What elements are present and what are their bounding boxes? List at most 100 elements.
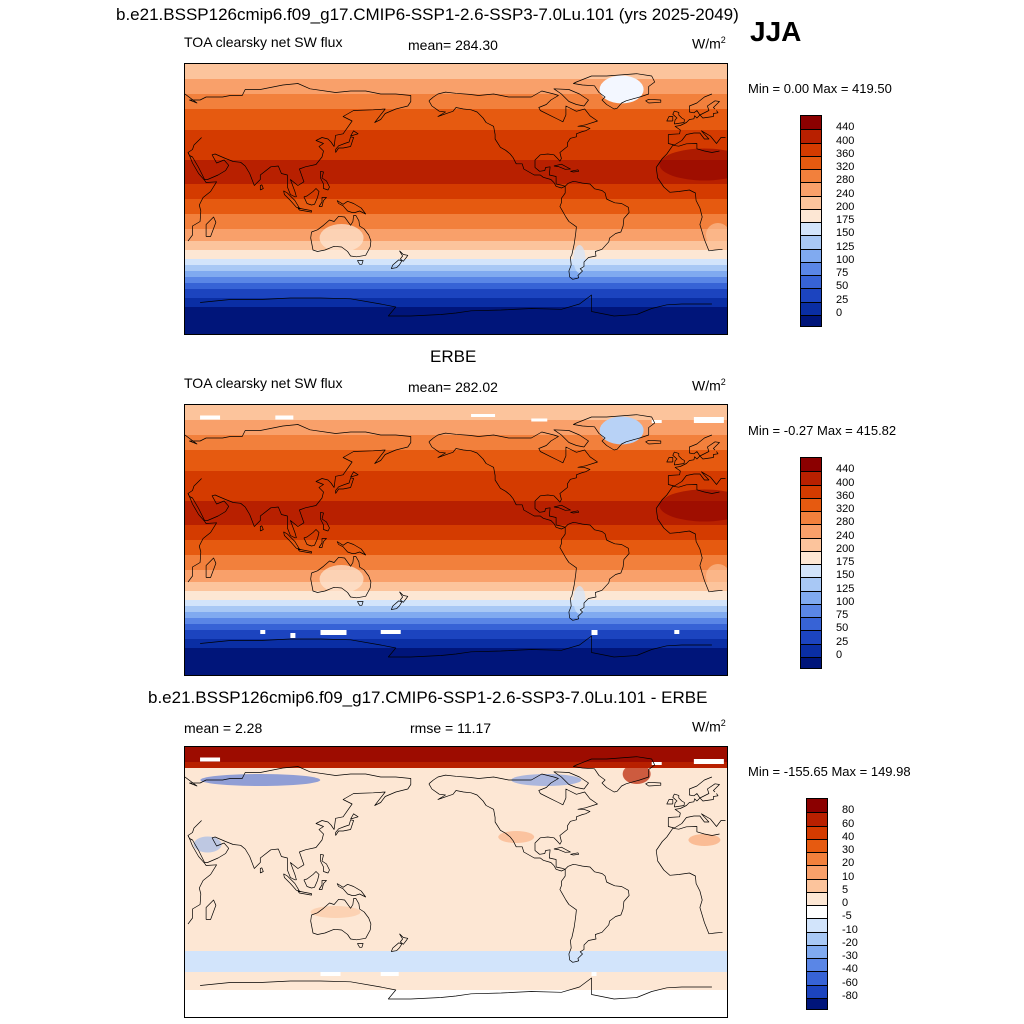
field-band [185, 654, 727, 658]
colorbar-swatch [801, 590, 821, 606]
panel-1-minmax: Min = 0.00 Max = 419.50 [748, 81, 892, 96]
field-feature [705, 223, 727, 247]
colorbar-swatch [801, 564, 821, 579]
coastline [303, 188, 320, 206]
colorbar-swatch [807, 997, 827, 1009]
colorbar-tick-label: 0 [842, 897, 849, 909]
field-band [185, 211, 727, 215]
field-band [185, 172, 727, 176]
field-band [185, 615, 727, 619]
colorbar-swatch [807, 891, 827, 907]
field-band [185, 804, 727, 808]
coastline [645, 781, 662, 787]
colorbar-tick-label: 320 [836, 161, 855, 173]
colorbar-tick-label: -40 [842, 963, 858, 976]
missing-data-patch [320, 630, 347, 635]
field-band [185, 873, 727, 877]
field-band [185, 486, 727, 490]
panel-2-minmax: Min = -0.27 Max = 415.82 [748, 423, 897, 438]
coastline [259, 867, 264, 874]
field-band [185, 666, 727, 670]
field-band [185, 603, 727, 607]
field-band [185, 777, 727, 781]
field-feature [193, 836, 222, 853]
field-band [185, 70, 727, 74]
field-band [185, 879, 727, 883]
field-band [185, 762, 727, 766]
colorbar-swatch [801, 261, 821, 277]
field-band [185, 573, 727, 577]
field-band [185, 903, 727, 907]
coastline [672, 110, 685, 125]
field-band [185, 115, 727, 119]
field-band [185, 250, 727, 254]
field-band [185, 588, 727, 592]
field-band [185, 513, 727, 517]
field-band [185, 118, 727, 122]
colorbar-swatch [807, 812, 827, 827]
missing-data-patch [380, 972, 399, 976]
coastline [553, 504, 571, 511]
field-band [185, 417, 727, 421]
coastline [185, 766, 726, 881]
field-band [185, 190, 727, 194]
field-band [185, 310, 727, 314]
coastline [357, 601, 364, 606]
colorbar-swatch [807, 984, 827, 1000]
field-band [185, 537, 727, 541]
field-band [185, 825, 727, 829]
coastline [320, 170, 330, 191]
missing-data-patch [531, 418, 548, 422]
field-band [185, 618, 727, 622]
field-band [185, 97, 727, 101]
colorbar-tick-label: 50 [836, 280, 849, 293]
field-band [185, 858, 727, 862]
field-band [185, 438, 727, 442]
field-band [185, 945, 727, 949]
colorbar-swatch [801, 275, 821, 290]
coastline [310, 215, 372, 258]
coastline [320, 511, 330, 532]
field-band [185, 405, 727, 409]
field-band [185, 921, 727, 925]
colorbar-tick-label: 20 [842, 857, 855, 870]
field-feature [573, 586, 586, 614]
field-band [185, 984, 727, 988]
field-band [185, 561, 727, 565]
field-band [185, 624, 727, 628]
panel-2-header: ERBE [430, 347, 477, 366]
coastline [553, 771, 589, 790]
colorbar-tick-label: 280 [836, 174, 855, 187]
field-band [185, 274, 727, 278]
field-band [185, 963, 727, 967]
colorbar-tick-label: 60 [842, 817, 855, 830]
field-band [185, 223, 727, 227]
panel-3-rmse: rmse = 11.17 [410, 720, 492, 736]
field-band [185, 163, 727, 167]
colorbar-tick-label: 0 [836, 648, 843, 661]
field-band [185, 876, 727, 880]
field-band [185, 579, 727, 583]
field-band [185, 786, 727, 790]
panel-2-mean: mean= 282.02 [408, 379, 498, 395]
field-band [185, 597, 727, 601]
colorbar-tick-label: 75 [836, 267, 849, 279]
colorbar-tick-label: 400 [836, 476, 855, 489]
coastline [185, 424, 726, 539]
field-band [185, 495, 727, 499]
field-band [185, 85, 727, 89]
colorbar-swatches [800, 115, 822, 327]
field-band [185, 951, 727, 955]
field-band [185, 648, 727, 652]
missing-data-patch [320, 972, 341, 976]
coastline [399, 250, 409, 262]
coastline [573, 73, 656, 110]
colorbar-swatch [801, 116, 821, 130]
field-band [185, 259, 727, 263]
field-band [185, 465, 727, 469]
field-band [185, 178, 727, 182]
colorbar-swatch [807, 931, 827, 947]
field-band [185, 813, 727, 817]
field-band [185, 432, 727, 436]
colorbar-swatch [801, 484, 821, 500]
